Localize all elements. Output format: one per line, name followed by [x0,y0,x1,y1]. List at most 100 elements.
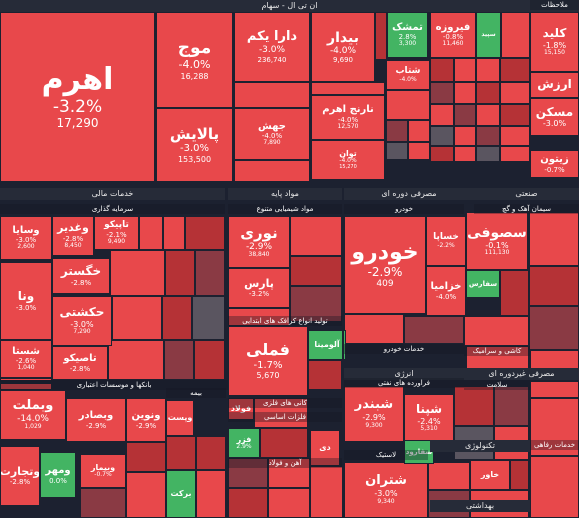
industry-header[interactable]: بیمه [166,388,226,398]
filler-tile[interactable] [195,250,225,296]
filler-tile[interactable] [290,286,342,322]
stock-tile[interactable]: برکت [166,470,196,518]
filler-tile[interactable] [268,488,310,518]
stock-tile[interactable]: خگستر -2.8% [52,258,110,294]
filler-tile[interactable] [528,266,579,306]
stock-tile[interactable]: تاپیکو -2.1% 9,490 [94,216,139,250]
filler-tile[interactable] [501,12,530,58]
filler-tile[interactable] [228,308,290,326]
stock-tile[interactable]: سفارود [404,440,434,464]
industry-header[interactable]: ملاحظات [530,0,579,10]
stock-tile[interactable]: خساپا -2.2% [426,216,466,266]
filler-tile[interactable] [228,458,268,488]
sector-header[interactable]: انرژی [344,368,464,380]
industry-header[interactable]: مواد شیمیایی متنوع [228,204,342,214]
filler-tile[interactable] [80,488,126,518]
industry-header[interactable]: کاشی و سرامیک [464,346,530,356]
filler-tile[interactable] [268,458,310,488]
filler-tile[interactable] [454,82,476,104]
stock-tile[interactable]: شپنا -2.4% 5,310 [404,394,454,442]
stock-tile[interactable]: دارا یکم -3.0% 236,740 [234,12,310,82]
industry-header[interactable]: آهن و فولاد [228,458,342,468]
stock-tile[interactable]: اهرم -3.2% 17,290 [0,12,155,182]
sector-header[interactable]: ان تی ال - سهام [0,0,579,12]
filler-tile[interactable] [386,120,408,142]
sector-header[interactable]: مواد پایه [228,188,342,200]
stock-tile[interactable]: سفارس [466,270,500,298]
stock-tile[interactable]: پارس -3.2% [228,268,290,308]
stock-tile[interactable]: مسکن -3.0% [530,98,579,136]
filler-tile[interactable] [375,12,387,60]
stock-tile[interactable]: وپست [166,400,194,436]
filler-tile[interactable] [344,314,404,344]
filler-tile[interactable] [194,340,225,380]
stock-tile[interactable]: خاور [470,460,510,490]
filler-tile[interactable] [260,428,308,458]
stock-tile[interactable]: سصوفی -0.1% 111,130 [466,212,528,270]
filler-tile[interactable] [528,212,579,266]
stock-tile[interactable]: سپید [476,12,501,58]
filler-tile[interactable] [196,470,226,518]
stock-tile[interactable]: فولاد [228,398,254,420]
sector-header[interactable]: صنعتی [474,188,579,200]
filler-tile[interactable] [500,146,530,162]
filler-tile[interactable] [500,58,530,82]
filler-tile[interactable] [254,398,308,428]
filler-tile[interactable] [234,82,310,108]
filler-tile[interactable] [408,142,430,160]
industry-header[interactable]: خدمات رفاهی [530,440,579,450]
stock-tile[interactable]: شتاب -4.0% [386,60,430,90]
filler-tile[interactable] [112,296,162,340]
stock-tile[interactable]: تاصیکو -2.8% [52,346,108,380]
stock-tile[interactable]: ارزش [530,72,579,98]
filler-tile[interactable] [428,462,470,490]
stock-tile[interactable]: پالایش -3.0% 153,500 [156,108,233,182]
stock-tile[interactable]: نوری -2.9% 38,840 [228,216,290,268]
sector-header[interactable]: خدمات مالی [0,188,225,200]
sector-header[interactable]: مصرفی غیردوره ای [464,368,579,380]
industry-header[interactable]: خدمات خودرو [344,344,464,354]
filler-tile[interactable] [430,104,454,126]
filler-tile[interactable] [500,270,530,316]
filler-tile[interactable] [126,442,166,472]
filler-tile[interactable] [162,296,192,340]
filler-tile[interactable] [476,126,500,146]
filler-tile[interactable] [476,58,500,82]
stock-tile[interactable]: حکشتی -3.0% 7,290 [52,296,112,346]
stock-tile[interactable]: بیدار -4.0% 9,690 [311,12,375,82]
filler-tile[interactable] [500,82,530,104]
filler-tile[interactable] [510,460,530,490]
industry-header[interactable]: بانکها و موسسات اعتباری [0,380,228,390]
filler-tile[interactable] [430,146,454,162]
industry-header[interactable]: فلزات اساسی [228,412,342,422]
sector-header[interactable]: بهداشتی [430,500,530,512]
filler-tile[interactable] [164,340,194,380]
filler-tile[interactable] [185,216,225,250]
filler-tile[interactable] [454,386,494,426]
stock-tile[interactable]: دی [310,430,340,466]
filler-tile[interactable] [476,104,500,126]
filler-tile[interactable] [196,436,226,470]
industry-header[interactable]: لاستیک [344,450,428,460]
stock-tile[interactable]: شستا -2.6% 1,040 [0,340,52,378]
stock-tile[interactable]: ونا -3.0% [0,262,52,340]
filler-tile[interactable] [494,386,530,426]
stock-tile[interactable]: وتجارت -2.8% [0,446,40,506]
sector-header[interactable]: تکنولوژی [430,440,530,452]
filler-tile[interactable] [430,126,454,146]
filler-tile[interactable] [108,340,164,380]
filler-tile[interactable] [192,296,225,340]
industry-header[interactable]: خودرو [344,204,464,214]
filler-tile[interactable] [110,250,165,296]
filler-tile[interactable] [126,472,166,518]
filler-tile[interactable] [139,216,163,250]
stock-tile[interactable]: فزر 2.9% [228,428,260,458]
filler-tile[interactable] [404,316,464,344]
stock-tile[interactable]: خزامیا -4.0% [426,266,466,316]
filler-tile[interactable] [163,216,185,250]
filler-tile[interactable] [311,82,385,95]
filler-tile[interactable] [500,126,530,146]
filler-tile[interactable] [530,456,579,518]
stock-tile[interactable]: تمشک 2.8% 3,300 [387,12,428,58]
filler-tile[interactable] [228,488,268,518]
